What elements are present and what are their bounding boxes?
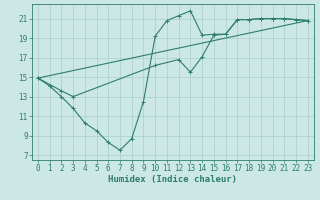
X-axis label: Humidex (Indice chaleur): Humidex (Indice chaleur) xyxy=(108,175,237,184)
